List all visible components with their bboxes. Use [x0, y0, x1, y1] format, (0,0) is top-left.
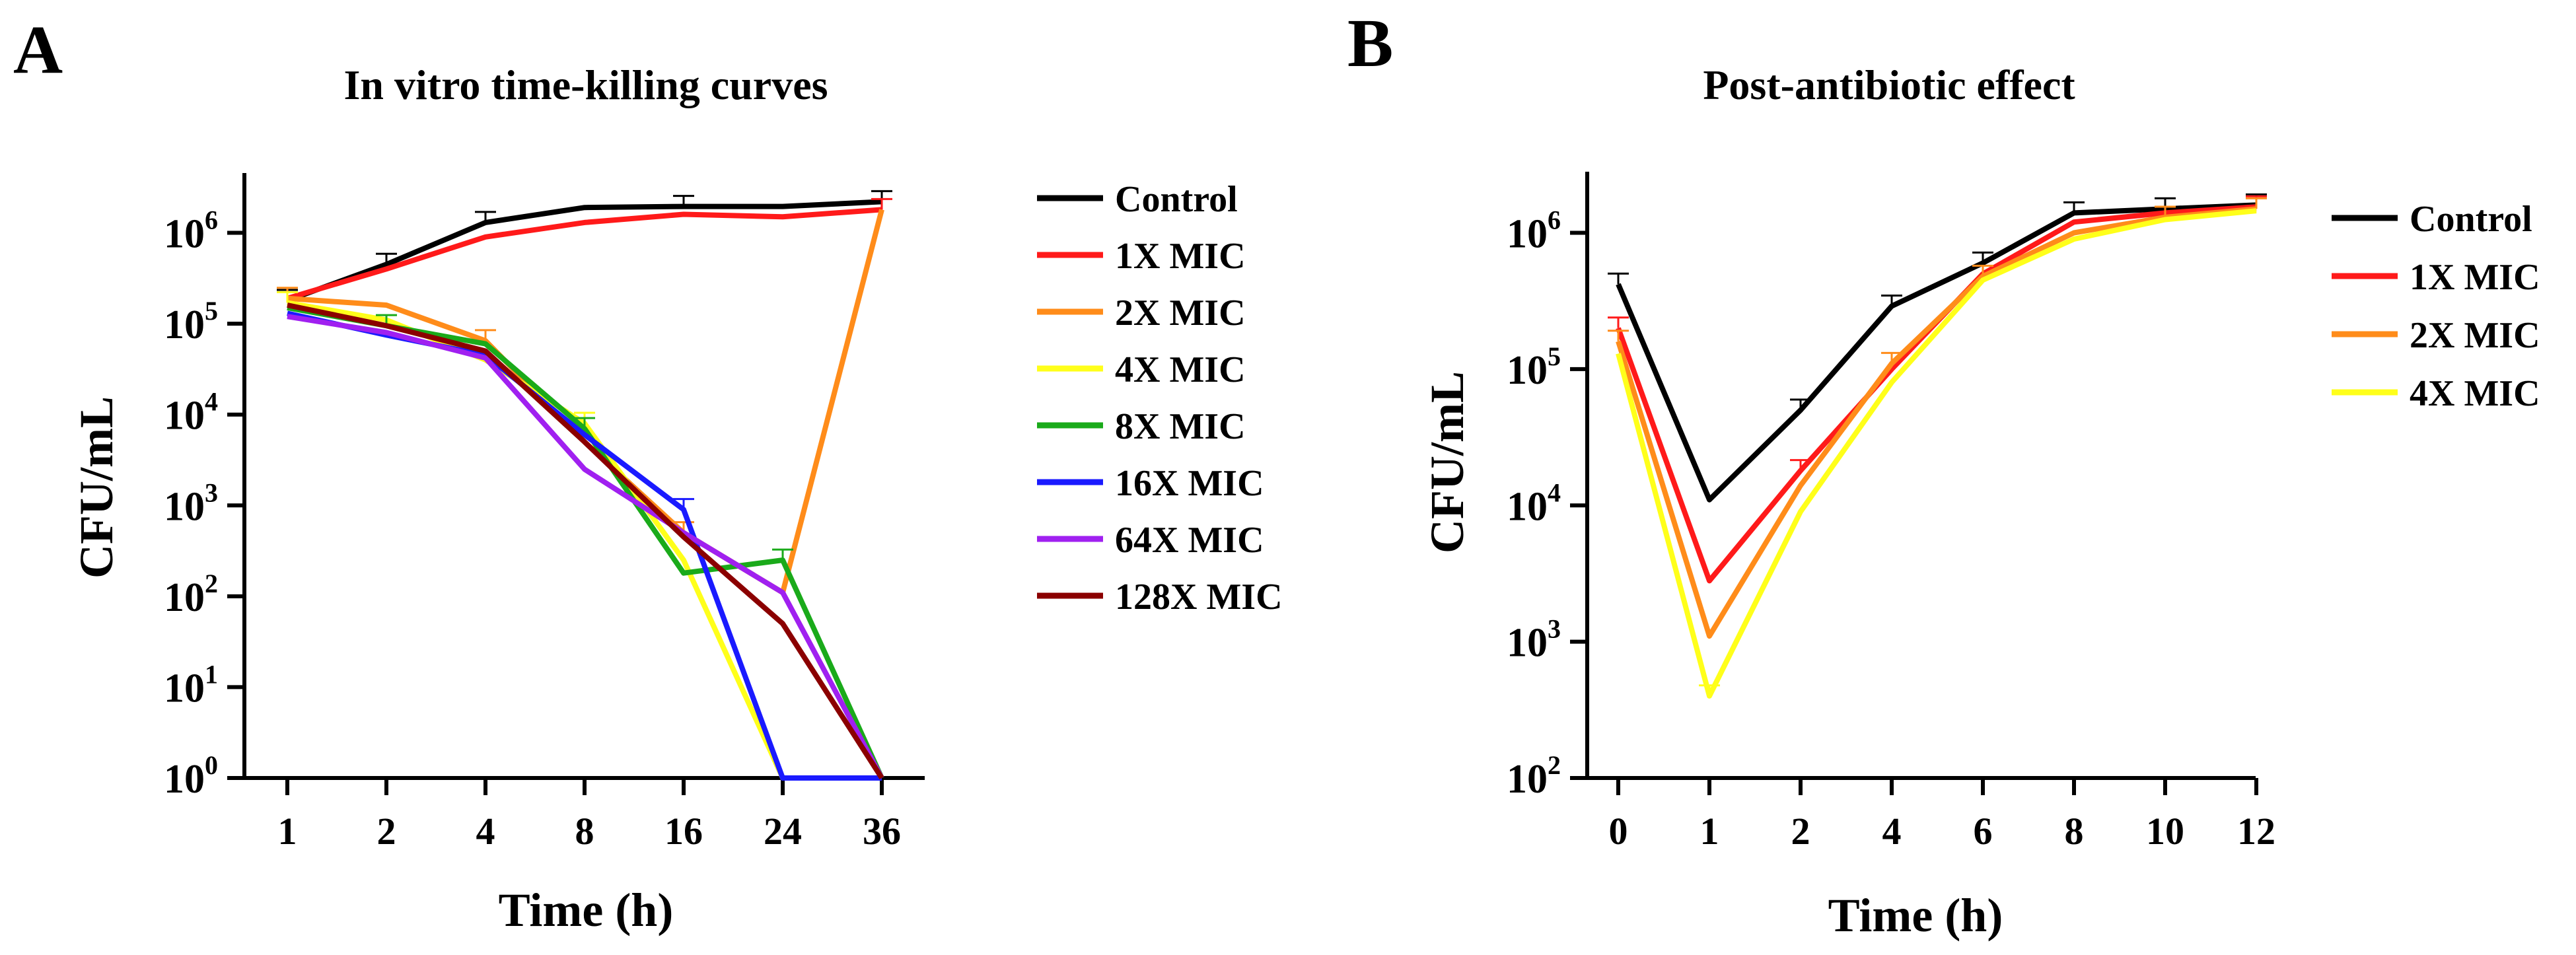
panel-a-y-tick-label: 105	[164, 296, 218, 347]
panel-b-series-line	[1616, 208, 2257, 699]
panel-a-series-line	[287, 314, 884, 779]
panel-a-series-line	[287, 300, 882, 781]
panel-b-x-tick-label: 10	[2146, 810, 2184, 853]
panel-a-legend-label: 16X MIC	[1115, 463, 1264, 504]
panel-b-x-tick-label: 2	[1791, 810, 1810, 853]
panel-b-legend-label: 2X MIC	[2410, 315, 2540, 356]
panel-a-x-tick-label: 16	[664, 810, 703, 853]
panel-a-letter: A	[13, 12, 63, 88]
panel-a-legend-label: 2X MIC	[1115, 293, 1246, 334]
panel-a-legend-label: 4X MIC	[1115, 349, 1246, 390]
panel-a-legend-label: 8X MIC	[1115, 406, 1246, 447]
panel-a-y-tick-label: 102	[164, 569, 218, 620]
panel-b-ylabel: CFU/mL	[1421, 371, 1474, 553]
panel-b-xlabel: Time (h)	[1828, 889, 2003, 942]
panel-b-y-tick-label: 103	[1507, 614, 1561, 666]
panel-b-series-line	[1616, 204, 2257, 584]
panel-a-x-tick-label: 24	[764, 810, 802, 853]
panel-a-y-tick-label: 101	[164, 659, 218, 711]
panel-a-x-tick-label: 8	[575, 810, 594, 853]
panel-a-legend-label: 1X MIC	[1115, 236, 1246, 277]
panel-b-y-tick-label: 104	[1507, 478, 1561, 529]
panel-a-legend-label: 128X MIC	[1115, 577, 1283, 618]
panel-a-y-tick-label: 104	[164, 387, 218, 439]
panel-a-series-line	[287, 304, 884, 779]
panel-a-ylabel: CFU/mL	[70, 396, 123, 579]
panel-b-title: Post-antibiotic effect	[1703, 61, 2075, 108]
panel-b-x-tick-label: 4	[1882, 810, 1902, 853]
panel-b-x-tick-label: 1	[1700, 810, 1719, 853]
panel-a-title: In vitro time-killing curves	[344, 61, 828, 108]
panel-b-y-tick-label: 106	[1507, 205, 1561, 257]
panel-b-series-line	[1616, 202, 2257, 503]
panel-b-legend-label: 1X MIC	[2410, 257, 2540, 298]
panel-a-y-tick-label: 103	[164, 478, 218, 529]
panel-b-legend-label: 4X MIC	[2410, 373, 2540, 414]
panel-a-series-line	[286, 199, 882, 303]
panel-a-series-line	[287, 302, 884, 780]
panel-a-xlabel: Time (h)	[499, 884, 674, 937]
panel-a-y-tick-label: 106	[164, 205, 218, 257]
panel-b-y-tick-label: 105	[1507, 341, 1561, 393]
panel-a-legend-label: Control	[1115, 179, 1238, 220]
panel-a-x-tick-label: 36	[863, 810, 901, 853]
panel-a-legend-label: 64X MIC	[1115, 520, 1264, 561]
panel-b-x-tick-label: 12	[2237, 810, 2275, 853]
panel-b-x-tick-label: 0	[1609, 810, 1628, 853]
panel-a-x-tick-label: 2	[377, 810, 396, 853]
panel-b-x-tick-label: 8	[2065, 810, 2084, 853]
panel-a-x-tick-label: 4	[476, 810, 495, 853]
panel-b-series-line	[1616, 206, 2257, 639]
panel-b-x-tick-label: 6	[1974, 810, 1993, 853]
panel-a-y-tick-label: 100	[164, 750, 218, 802]
panel-b-legend-label: Control	[2410, 199, 2532, 240]
panel-b-letter: B	[1347, 5, 1393, 81]
panel-a-series-line	[286, 207, 882, 301]
panel-b-y-tick-label: 102	[1507, 750, 1561, 802]
panel-a-x-tick-label: 1	[278, 810, 297, 853]
